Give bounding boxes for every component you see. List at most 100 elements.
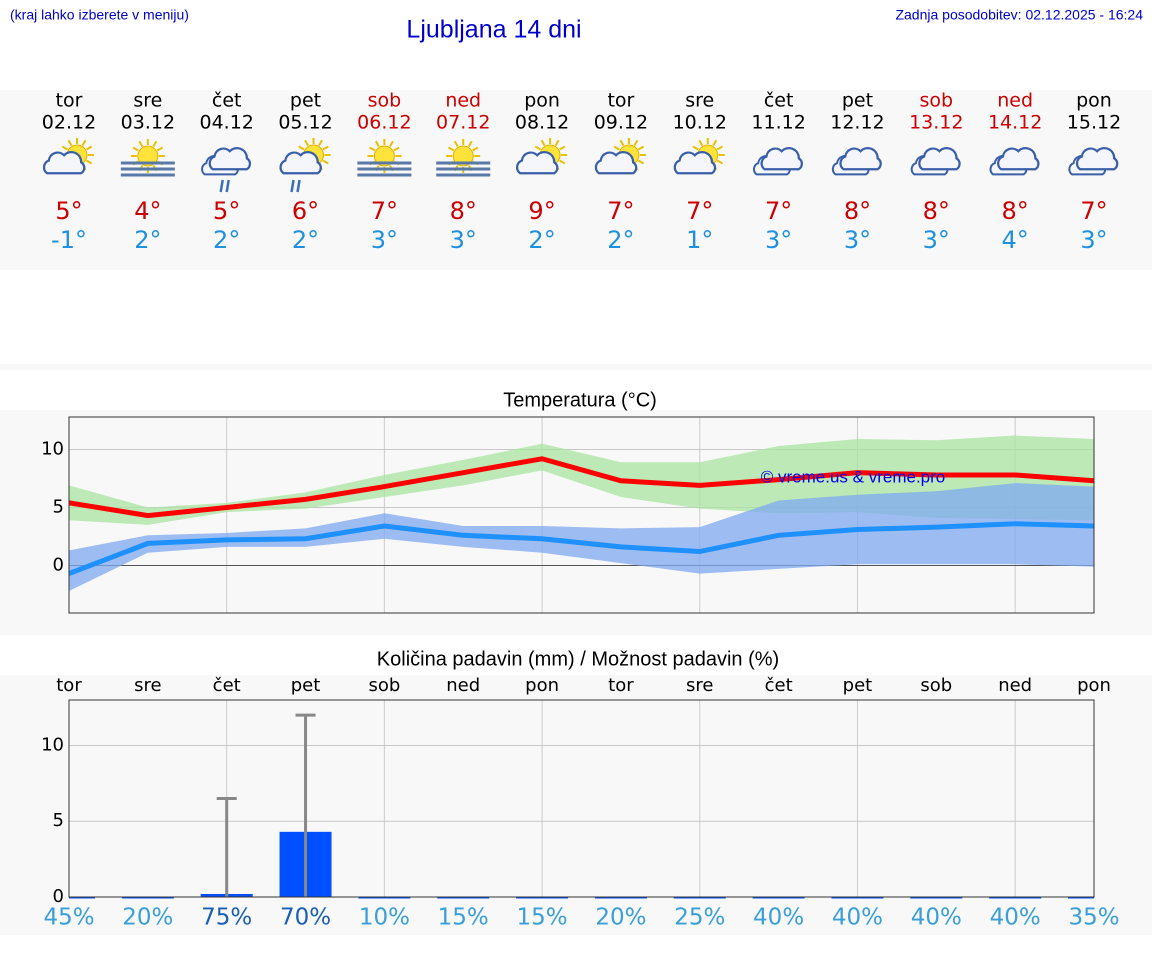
error-bar [216,797,237,897]
max-temp: 6° [292,197,319,225]
sun-ray [559,159,566,165]
max-temp: 7° [686,197,713,225]
x-tick-label: pon [1077,675,1111,696]
chance-label: 40% [990,905,1041,931]
cloud [208,146,252,171]
sun-ray [453,140,459,147]
cloud [515,150,559,175]
chance-label: 70% [280,905,331,931]
weekday: sre [133,90,162,112]
x-tick-label: pon [525,675,559,696]
x-tick-label: čet [765,675,793,696]
y-tick-label: 10 [41,734,64,755]
temp-line [68,456,1095,519]
sun-ray [613,145,620,151]
bar [1068,897,1094,899]
date: 05.12 [278,112,332,134]
note: (kraj lahko izberete v meniju) [10,7,189,23]
sun-ray [86,159,93,165]
sun-ray [559,145,566,151]
x-tick-label: sre [134,675,161,696]
sun-ray [637,159,645,165]
cloud [918,146,961,171]
chance-label: 45% [43,905,94,931]
weekday: pet [290,90,321,112]
cloud [839,146,882,171]
sun-ray [448,146,455,152]
min-temp: 3° [450,226,477,254]
cloud [997,146,1040,171]
cloud-shape [839,146,882,171]
max-temp: 7° [1080,197,1107,225]
sun-ray [156,146,164,152]
bar [989,897,1042,899]
forecast-band [0,90,1152,270]
weekday: pet [842,90,873,112]
min-temp: 2° [134,226,161,254]
sun-ray [712,139,718,146]
cloud-shape [760,146,803,171]
date: 04.12 [199,112,253,134]
min-temp: 1° [686,226,713,254]
sun-ray [132,146,139,152]
weekday: pon [524,90,560,112]
y-tick-label: 10 [41,438,64,459]
cloud-shape [515,150,559,175]
min-temp: 4° [1002,226,1029,254]
date: 07.12 [436,112,490,134]
temp-line [68,521,1095,576]
error-bar [295,713,316,897]
bar [910,897,963,899]
separator [0,364,1152,370]
sun-ray [61,145,68,151]
x-tick-label: ned [998,675,1032,696]
date: 03.12 [121,112,175,134]
min-temp: 3° [765,226,792,254]
sun-ray [298,145,305,151]
cloud-shape [997,146,1040,171]
max-temp: 7° [371,197,398,225]
bar [752,897,805,899]
min-temp: 2° [528,226,555,254]
chart-title: Temperatura (°C) [503,389,657,411]
plot-frame [68,699,1095,898]
sun-ray [554,139,560,146]
sun-ray [138,140,144,147]
min-temp: 3° [923,226,950,254]
cloud [1075,146,1119,171]
date: 14.12 [988,112,1042,134]
y-tick-label: 5 [53,496,64,517]
max-temp: 5° [213,197,240,225]
bar [358,897,411,899]
cloud-shape [594,150,638,175]
date: 09.12 [594,112,648,134]
sun-ray [304,139,309,146]
chance-label: 10% [359,905,410,931]
bar [437,897,490,899]
x-tick-label: sob [368,675,400,696]
y-tick-label: 0 [53,554,64,575]
weekday: sre [685,90,714,112]
cloud [673,150,717,175]
sun-ray [716,145,723,151]
bar [673,897,726,899]
x-tick-label: sob [920,675,952,696]
weekday: sob [368,90,402,112]
x-tick-label: pet [843,675,873,696]
sun-ray [633,139,639,146]
sun-ray [81,139,87,146]
sun-ray [472,146,479,152]
date: 13.12 [909,112,963,134]
bar [831,897,884,899]
sun-ray [540,139,546,146]
rain [290,179,301,193]
date: 02.12 [42,112,96,134]
sun-ray [393,146,400,152]
cloud-shape [673,150,717,175]
min-temp: 3° [1080,226,1107,254]
weekday: pon [1076,90,1112,112]
sun-ray [322,159,329,165]
sun-ray [716,159,723,165]
cloud [279,150,322,175]
weekday: čet [764,90,794,112]
